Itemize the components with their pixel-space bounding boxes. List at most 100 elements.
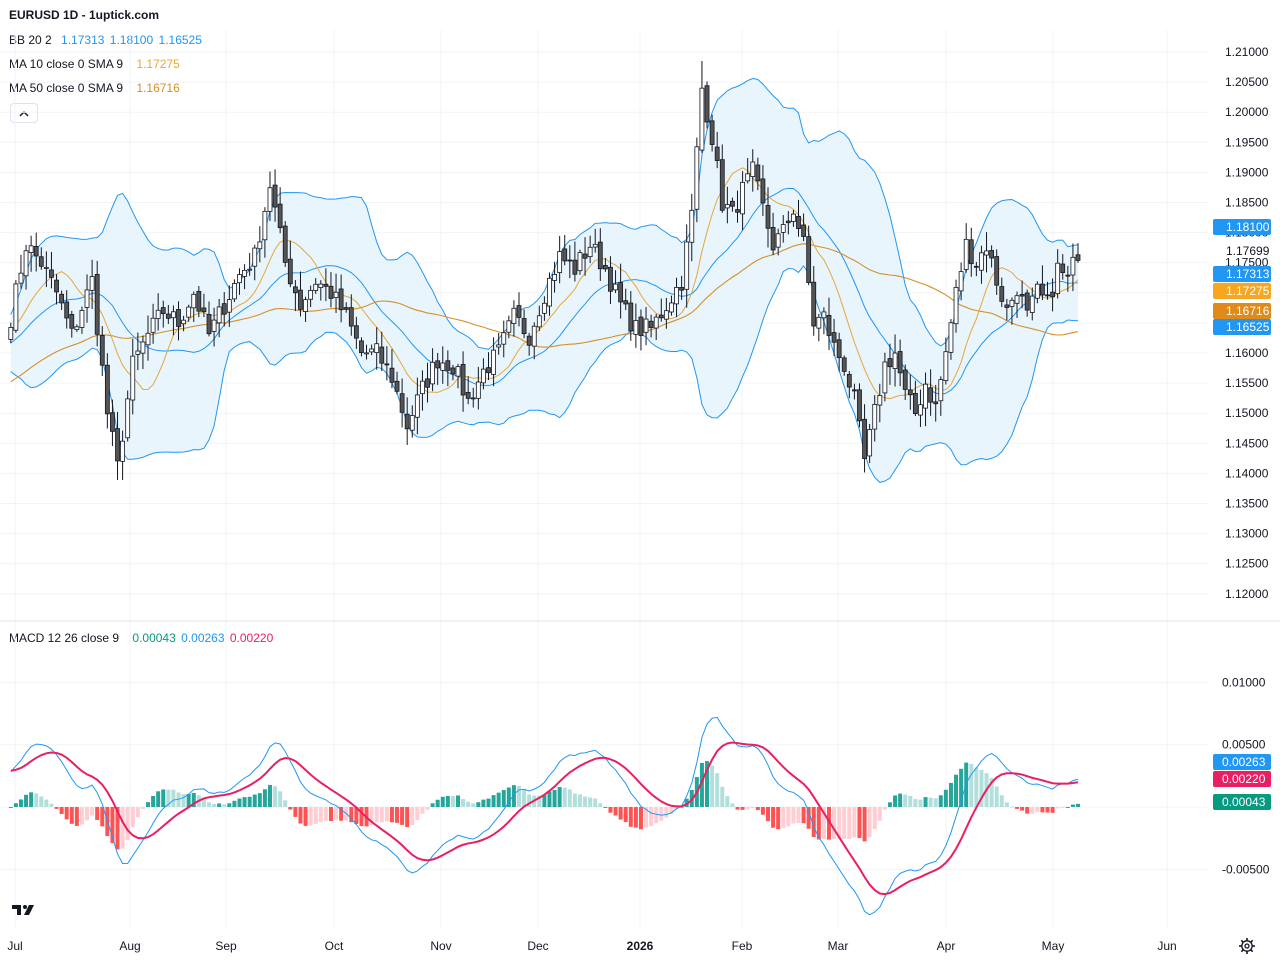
macd-histogram-bar [933,798,938,807]
candle-body [343,307,349,310]
price-tick-label: 1.13000 [1225,527,1269,541]
candle-body [384,363,390,366]
candle-body [338,288,344,311]
candle-body [399,393,405,413]
macd-badge-label: 0.00043 [1222,795,1266,809]
candle-body [562,248,568,262]
candle-body [79,310,85,328]
macd-histogram-bar [471,803,476,807]
macd-histogram-bar [456,795,461,807]
ma50-legend[interactable]: MA 50 close 0 SMA 9 1.16716 [9,81,180,95]
macd-histogram-bar [405,807,410,828]
candle-body [120,440,126,462]
macd-histogram-bar [567,789,572,807]
macd-histogram-bar [1004,802,1009,807]
macd-histogram-bar [750,807,755,808]
macd-histogram-bar [461,799,466,807]
candle-body [979,252,984,271]
bb-legend[interactable]: BB 20 2 1.17313 1.18100 1.16525 [9,33,202,47]
candle-body [882,361,888,394]
candle-body [582,253,588,259]
macd-histogram-bar [552,789,557,807]
candle-body [623,300,629,305]
gear-icon[interactable] [1238,937,1256,955]
bb-upper-value: 1.18100 [109,33,154,47]
candle-body [176,309,181,327]
candle-body [33,245,39,257]
macd-histogram-bar [826,807,831,840]
macd-histogram-bar [994,786,999,807]
candle-body [587,246,593,258]
candle-body [735,209,740,213]
price-tick-label: 1.19000 [1225,165,1269,179]
candle-body [211,319,217,332]
time-axis-label: Sep [215,939,237,953]
time-axis-label: Aug [119,939,140,953]
macd-histogram-bar [8,807,13,808]
candle-body [140,341,146,354]
price-tick-label: 1.15500 [1225,376,1269,390]
candle-body [221,303,227,315]
macd-histogram-bar [887,802,892,807]
macd-histogram-bar [59,807,64,815]
macd-histogram-bar [217,803,222,807]
macd-histogram-bar [766,807,771,822]
time-axis-label: Dec [527,939,548,953]
macd-histogram-bar [1015,807,1020,809]
candle-body [94,274,100,335]
candle-body [740,181,745,215]
candle-body [912,392,918,414]
macd-signal-value: 0.00220 [229,631,274,645]
macd-histogram-bar [181,794,186,807]
candle-body [547,277,552,307]
candle-body [730,200,735,207]
price-badge-label: 1.18100 [1226,220,1270,234]
candle-body [1040,283,1045,296]
macd-histogram-bar [522,789,527,807]
candle-body [643,318,649,333]
candle-body [648,320,654,328]
macd-histogram-bar [516,785,521,807]
candle-body [831,332,837,343]
macd-histogram-bar [979,769,984,807]
price-badge-label: 1.17275 [1226,284,1270,298]
macd-histogram-bar [959,768,964,807]
candle-body [313,283,319,291]
macd-histogram-bar [705,761,710,807]
macd-histogram-bar [969,764,974,807]
tradingview-logo[interactable] [10,900,38,920]
candle-body [902,369,908,390]
macd-histogram-bar [34,793,39,807]
macd-histogram-bar [1040,807,1045,813]
candle-body [394,380,400,392]
macd-histogram-bar [349,807,354,823]
ma50-legend-name: MA 50 close 0 SMA 9 [9,81,124,95]
macd-histogram-bar [303,807,308,826]
candle-body [38,256,44,267]
macd-histogram-bar [206,802,211,807]
price-tick-label: 1.18500 [1225,196,1269,210]
candle-body [64,301,70,319]
macd-histogram-bar [389,807,394,823]
candle-body [938,379,944,402]
candle-body [877,395,883,406]
macd-histogram-bar [242,797,247,807]
macd-histogram-bar [257,793,262,807]
price-badge [1213,266,1271,282]
macd-histogram-bar [237,798,242,807]
macd-histogram-bar [212,803,217,807]
candle-body [135,350,141,355]
candle-body [953,286,959,325]
macd-histogram-bar [684,798,689,807]
candle-body [333,291,339,299]
candle-body [684,241,690,290]
collapse-legend-button[interactable] [10,103,38,123]
macd-histogram-bar [659,807,664,821]
candle-body [430,361,435,385]
macd-legend[interactable]: MACD 12 26 close 9 0.00043 0.00263 0.002… [9,631,273,645]
ma10-legend[interactable]: MA 10 close 0 SMA 9 1.17275 [9,57,180,71]
macd-histogram-bar [481,799,486,807]
candle-body [669,302,674,313]
candle-body [745,173,751,182]
